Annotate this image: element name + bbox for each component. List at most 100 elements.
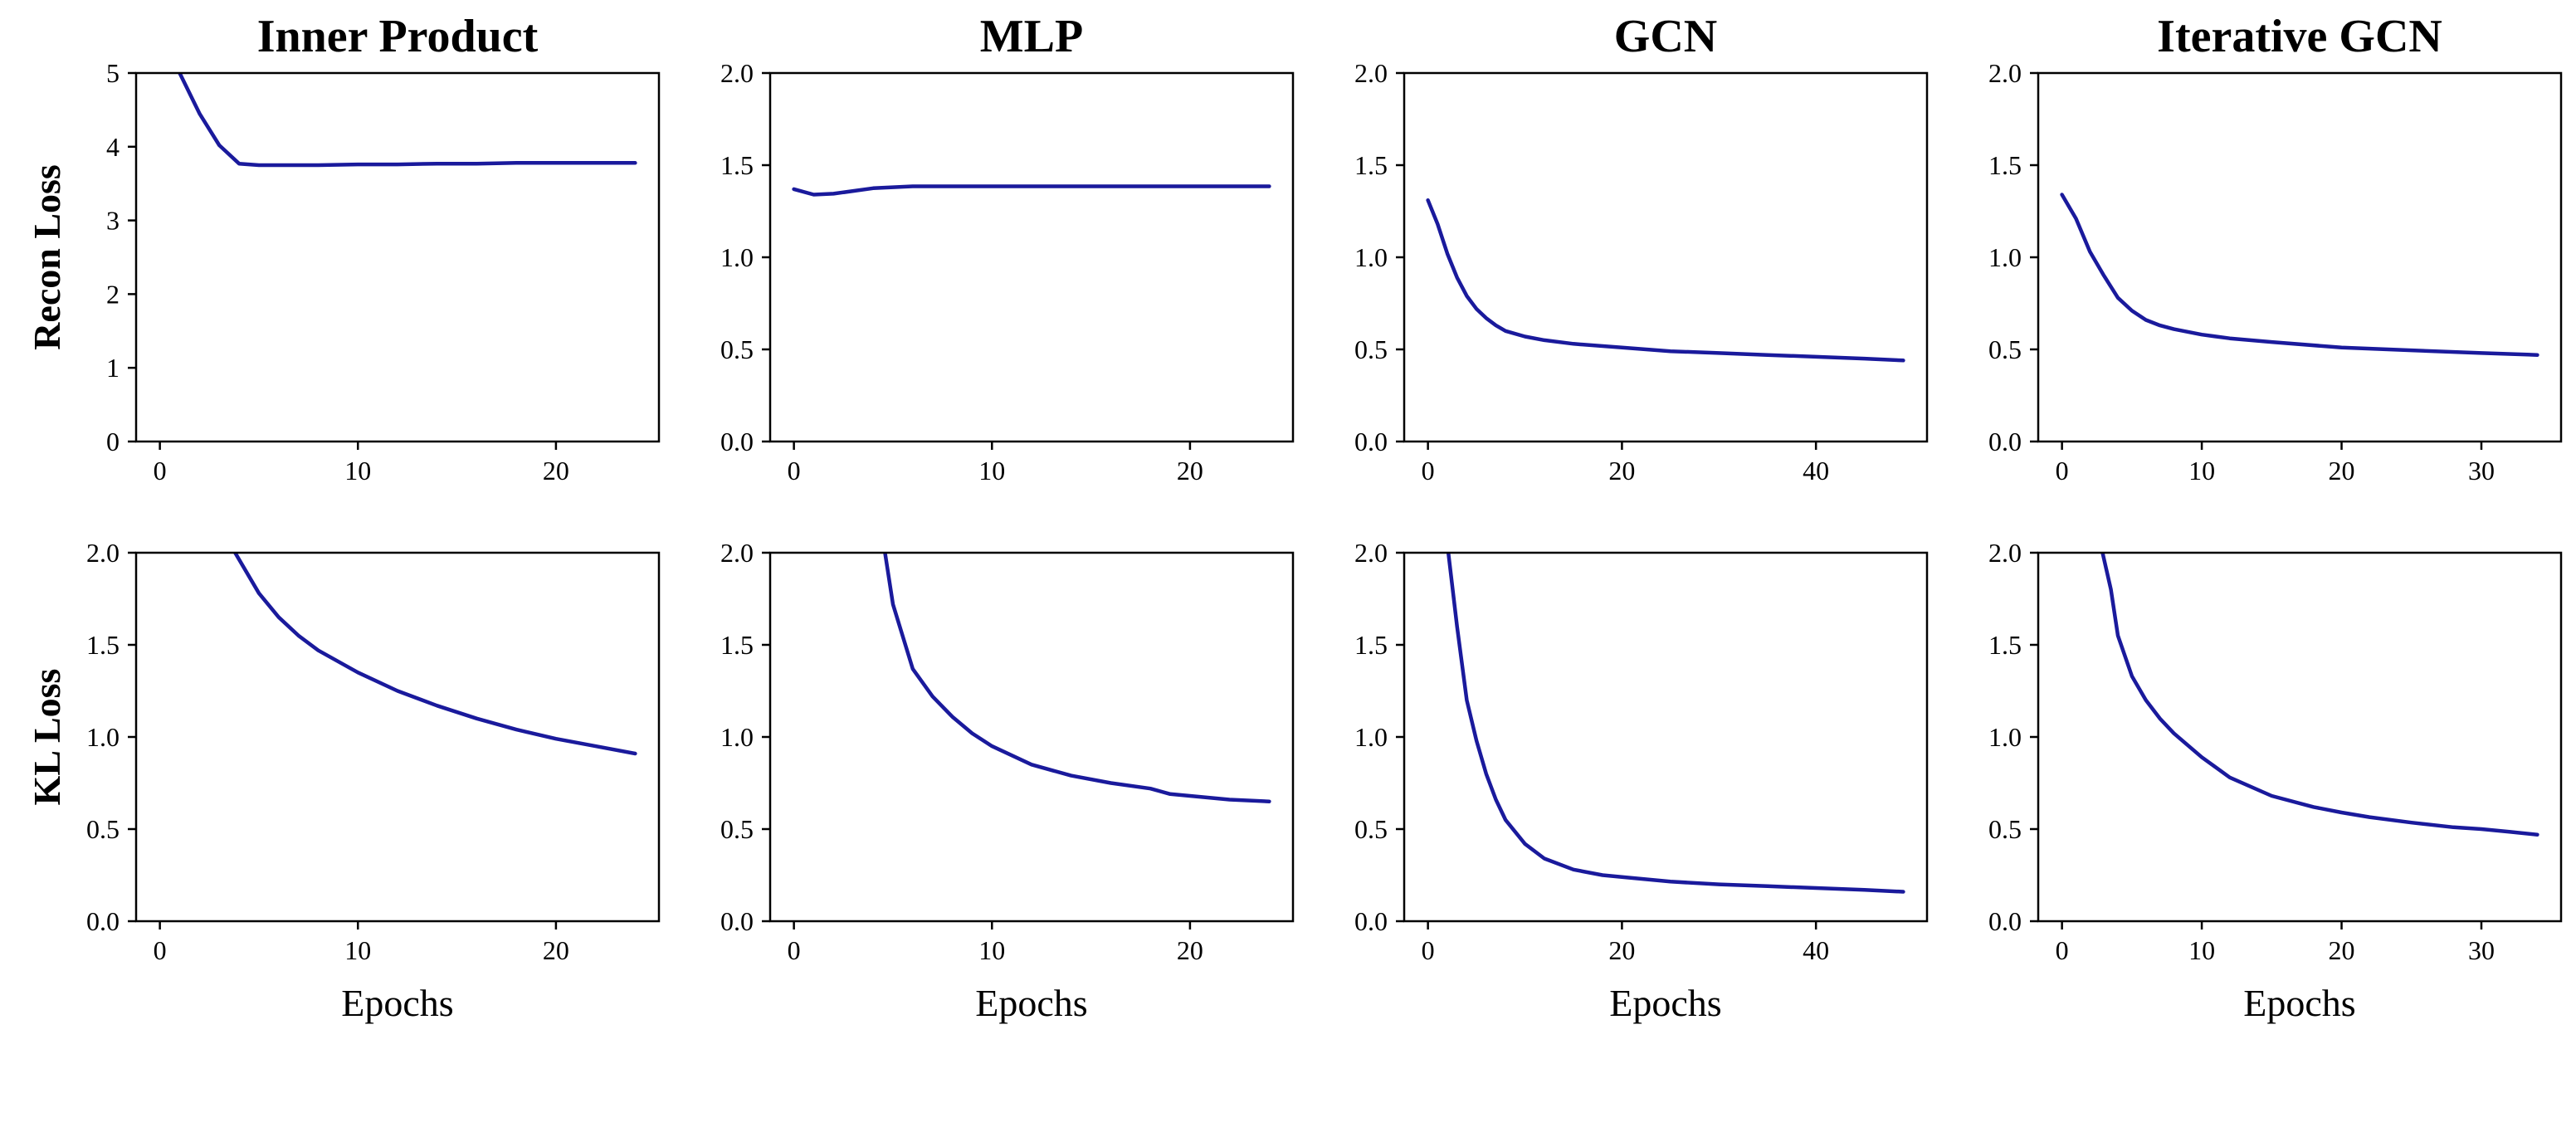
series-line (2100, 553, 2539, 837)
y-tick-label: 0.0 (1354, 906, 1388, 936)
y-tick-label: 0.5 (1988, 334, 2022, 364)
y-tick-label: 3 (106, 206, 120, 236)
y-tick-label: 0.0 (1354, 427, 1388, 456)
axes-frame (1403, 71, 1929, 443)
subplot-r0-c0: 0 10 20 0 1 2 3 4 5 Inner Product Recon Loss (26, 11, 661, 485)
y-tick-label: 0.5 (1354, 334, 1388, 364)
y-tick-label: 0 (106, 427, 120, 456)
axes-frame (768, 71, 1295, 443)
y-tick-label: 1.0 (1354, 722, 1388, 752)
y-tick-label: 1.0 (86, 722, 120, 752)
x-tick-label: 0 (788, 935, 801, 965)
y-tick-label: 1 (106, 353, 120, 383)
axes-frame (2037, 551, 2563, 923)
x-tick-label: 30 (2468, 456, 2495, 485)
x-tick-label: 40 (1803, 456, 1829, 485)
y-tick-label: 1.5 (720, 630, 754, 660)
y-axis-label: KL Loss (26, 669, 68, 806)
y-tick-label: 0.0 (86, 906, 120, 936)
y-tick-label: 2.0 (1988, 58, 2022, 88)
series-line (792, 184, 1271, 197)
y-tick-label: 2.0 (720, 58, 754, 88)
y-tick-label: 2.0 (720, 538, 754, 568)
y-tick-label: 2 (106, 279, 120, 309)
y-tick-label: 1.5 (1988, 150, 2022, 180)
x-tick-label: 0 (1422, 935, 1435, 965)
axes-frame (2037, 71, 2563, 443)
y-tick-label: 1.5 (1354, 630, 1388, 660)
y-axis-label: Recon Loss (26, 164, 68, 350)
subplot-r0-c2: 0 20 40 0.0 0.5 1.0 1.5 2.0 GCN (1354, 11, 1929, 485)
y-tick-label: 1.5 (1988, 630, 2022, 660)
series-line (1446, 553, 1905, 894)
y-tick-label: 4 (106, 132, 120, 162)
x-axis-label: Epochs (1609, 982, 1721, 1024)
x-tick-label: 0 (154, 456, 167, 485)
x-tick-label: 0 (788, 456, 801, 485)
subplot-title: MLP (980, 11, 1083, 62)
subplot-r0-c1: 0 10 20 0.0 0.5 1.0 1.5 2.0 MLP (720, 11, 1295, 485)
y-tick-label: 1.5 (720, 150, 754, 180)
y-tick-label: 0.0 (720, 906, 754, 936)
subplot-r1-c1: 0 10 20 0.0 0.5 1.0 1.5 2.0 Epochs (720, 538, 1295, 1024)
y-tick-label: 1.5 (86, 630, 120, 660)
x-tick-label: 10 (978, 456, 1005, 485)
subplot-r0-c3: 0 10 20 30 0.0 0.5 1.0 1.5 2.0 Iterative GCN (1988, 11, 2563, 485)
x-axis-label: Epochs (975, 982, 1087, 1024)
y-tick-label: 0.0 (1988, 906, 2022, 936)
subplot-r1-c0: 0 10 20 0.0 0.5 1.0 1.5 2.0 KL Loss Epochs (26, 538, 661, 1024)
y-tick-label: 2.0 (1988, 538, 2022, 568)
series-line (1426, 198, 1905, 363)
x-tick-label: 20 (1177, 935, 1203, 965)
x-tick-label: 0 (154, 935, 167, 965)
x-axis-label: Epochs (341, 982, 453, 1024)
y-tick-label: 2.0 (1354, 538, 1388, 568)
y-tick-label: 2.0 (1354, 58, 1388, 88)
subplot-title: Iterative GCN (2157, 11, 2442, 62)
x-tick-label: 20 (543, 935, 569, 965)
subplot-title: Inner Product (257, 11, 539, 62)
y-tick-label: 1.0 (720, 722, 754, 752)
x-tick-label: 0 (2056, 935, 2069, 965)
x-tick-label: 0 (2056, 456, 2069, 485)
x-tick-label: 20 (2329, 935, 2355, 965)
x-tick-label: 20 (543, 456, 569, 485)
subplot-r1-c3: 0 10 20 30 0.0 0.5 1.0 1.5 2.0 Epochs (1988, 538, 2563, 1024)
x-tick-label: 10 (344, 456, 371, 485)
y-tick-label: 1.5 (1354, 150, 1388, 180)
subplot-title: GCN (1614, 11, 1717, 62)
y-tick-label: 0.5 (1354, 814, 1388, 844)
y-tick-label: 0.0 (1988, 427, 2022, 456)
x-axis-label: Epochs (2243, 982, 2355, 1024)
x-tick-label: 10 (2188, 935, 2215, 965)
y-tick-label: 1.0 (1988, 242, 2022, 272)
x-tick-label: 30 (2468, 935, 2495, 965)
y-tick-label: 0.5 (720, 814, 754, 844)
x-tick-label: 20 (1608, 456, 1635, 485)
y-tick-label: 0.5 (1988, 814, 2022, 844)
y-tick-label: 1.0 (720, 242, 754, 272)
y-tick-label: 0.0 (720, 427, 754, 456)
y-tick-label: 2.0 (86, 538, 120, 568)
x-tick-label: 40 (1803, 935, 1829, 965)
x-tick-label: 20 (2329, 456, 2355, 485)
x-tick-label: 10 (2188, 456, 2215, 485)
x-tick-label: 10 (978, 935, 1005, 965)
series-line (2060, 193, 2539, 357)
axes-frame (134, 71, 661, 443)
y-tick-label: 5 (106, 58, 120, 88)
y-tick-label: 0.5 (720, 334, 754, 364)
axes-frame (1403, 551, 1929, 923)
axes-frame (768, 551, 1295, 923)
series-line (883, 553, 1271, 803)
y-tick-label: 0.5 (86, 814, 120, 844)
series-line (178, 73, 637, 168)
axes-frame (134, 551, 661, 923)
x-tick-label: 0 (1422, 456, 1435, 485)
x-tick-label: 10 (344, 935, 371, 965)
y-tick-label: 1.0 (1988, 722, 2022, 752)
x-tick-label: 20 (1177, 456, 1203, 485)
y-tick-label: 1.0 (1354, 242, 1388, 272)
series-line (233, 553, 637, 756)
